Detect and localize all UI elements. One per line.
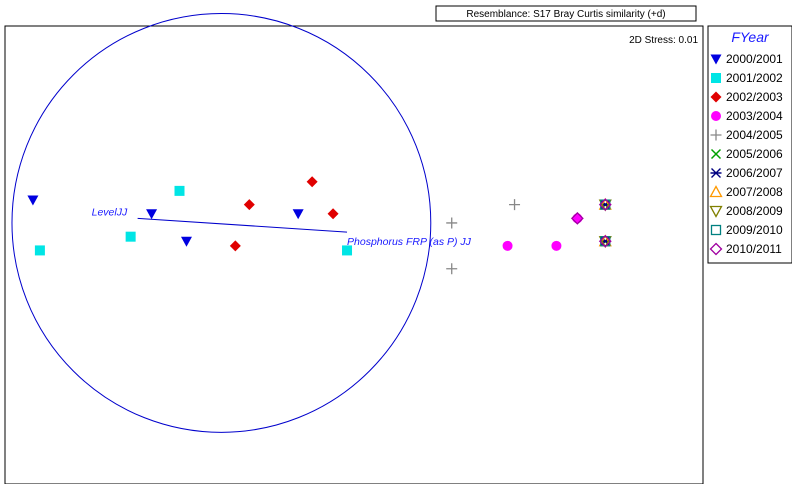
correlation-circle (11, 13, 432, 433)
scatter-point (551, 240, 562, 251)
stress-label: 2D Stress: 0.01 (629, 35, 698, 46)
points-layer (27, 176, 612, 275)
legend-label: 2002/2003 (726, 90, 783, 104)
legend-symbol-diamond-open-icon (709, 242, 723, 256)
legend-symbol-plus-icon (710, 129, 722, 141)
scatter-point (600, 236, 611, 247)
legend-symbol-triangle-up-open-icon (709, 185, 723, 198)
legend: 2000/2001 2001/2002 2002/2003 2003/2004 2004… (709, 52, 783, 256)
scatter-point (174, 185, 185, 196)
scatter-point (327, 208, 339, 220)
scatter-point (27, 195, 39, 206)
legend-label: 2006/2007 (726, 166, 783, 180)
scatter-point (125, 231, 136, 242)
legend-label: 2000/2001 (726, 52, 783, 66)
legend-symbol-diamond-filled-icon (710, 91, 722, 103)
resemblance-box (435, 5, 697, 22)
scatter-point (306, 176, 318, 188)
scatter-point (572, 213, 583, 224)
legend-label: 2007/2008 (726, 185, 783, 199)
scatter-point (600, 199, 611, 210)
legend-label: 2004/2005 (726, 128, 783, 142)
legend-label: 2009/2010 (726, 223, 783, 237)
legend-symbol-square-filled-icon (711, 73, 721, 83)
legend-symbol-triangle-down-open-icon (709, 205, 723, 218)
scatter-point (446, 263, 458, 275)
vector-layer: LevelJJ Phosphorus FRP (as P) JJ (92, 206, 472, 248)
scatter-point (146, 209, 158, 220)
scatter-point (229, 240, 241, 252)
scatter-point (446, 217, 458, 229)
scatter-point (292, 209, 304, 220)
legend-label: 2003/2004 (726, 109, 783, 123)
legend-symbol-circle-filled-icon (711, 111, 721, 121)
legend-label: 2001/2002 (726, 71, 783, 85)
scatter-point (509, 199, 521, 211)
correlation-circle-layer (11, 13, 432, 433)
legend-symbol-square-open-icon (710, 224, 722, 236)
scatter-point (342, 245, 353, 256)
vector-label-phosphorus: Phosphorus FRP (as P) JJ (347, 236, 472, 248)
legend-symbol-asterisk-icon (710, 168, 722, 178)
legend-symbol-triangle-down-filled-icon (710, 54, 722, 65)
scatter-point (598, 198, 612, 212)
plot-frame (4, 25, 704, 484)
legend-title: FYear (731, 29, 770, 45)
legend-label: 2010/2011 (726, 242, 782, 256)
legend-label: 2008/2009 (726, 204, 783, 218)
vector-label-level: LevelJJ (92, 206, 128, 218)
scatter-point (570, 211, 584, 225)
scatter-point (243, 199, 255, 211)
vector-line (137, 217, 348, 233)
scatter-point (598, 234, 612, 248)
resemblance-text: Resemblance: S17 Bray Curtis similarity … (466, 9, 665, 20)
scatter-point (502, 240, 513, 251)
scatter-point (180, 236, 192, 247)
scatter-point (34, 245, 45, 256)
legend-frame (707, 25, 792, 264)
legend-symbol-cross-icon (710, 148, 722, 160)
legend-label: 2005/2006 (726, 147, 783, 161)
